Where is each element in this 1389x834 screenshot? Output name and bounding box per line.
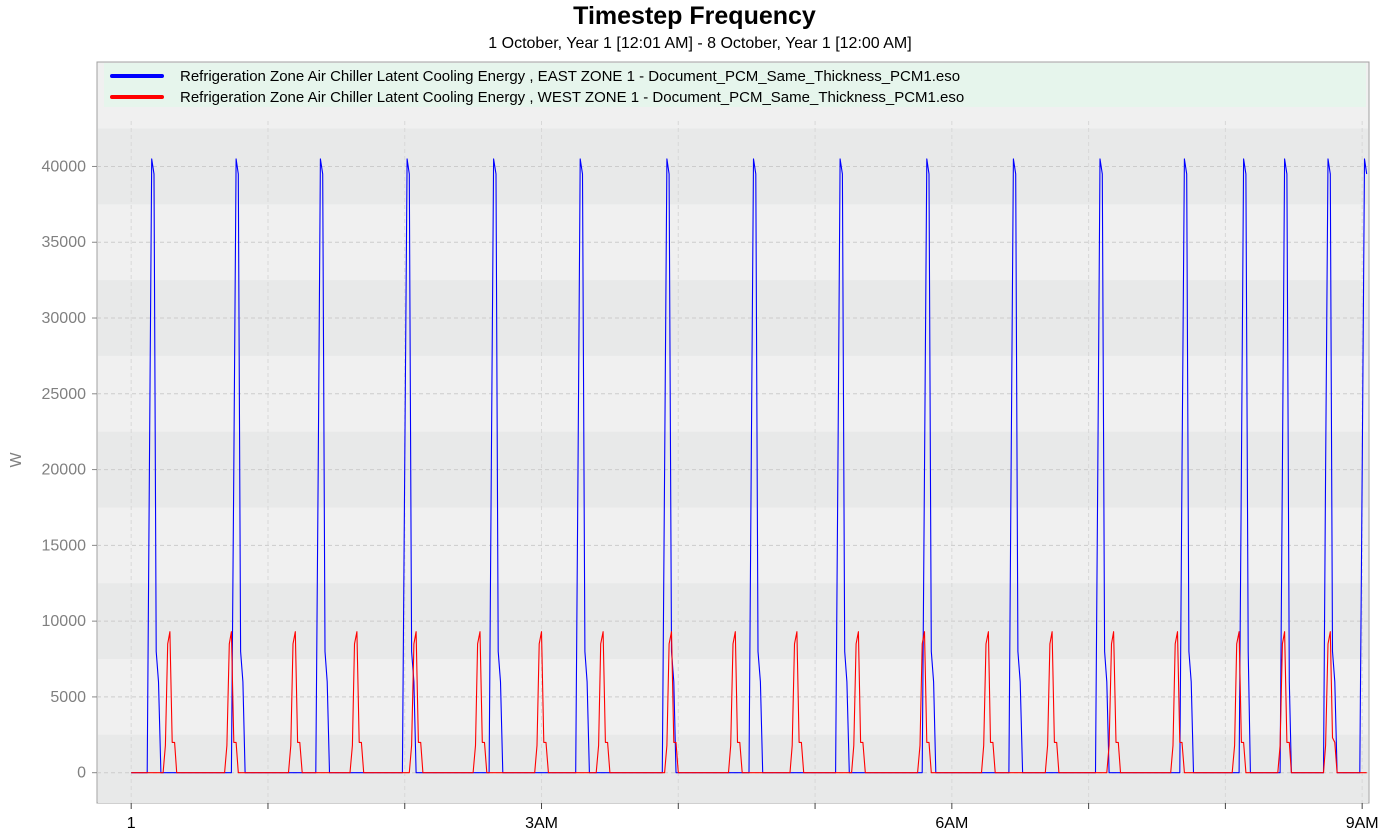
x-tick-label: 3AM <box>525 815 558 832</box>
x-tick-label: 1 <box>127 815 136 832</box>
x-tick-label: 9AM <box>1346 815 1379 832</box>
y-tick-label: 20000 <box>42 462 87 479</box>
y-tick-label: 15000 <box>42 537 87 554</box>
legend-label-2: Refrigeration Zone Air Chiller Latent Co… <box>180 89 964 106</box>
plot-band <box>98 734 1368 803</box>
chart-subtitle: 1 October, Year 1 [12:01 AM] - 8 October… <box>488 35 912 52</box>
series-layer <box>131 158 1368 774</box>
y-axis-label: W <box>8 452 25 468</box>
y-tick-label: 0 <box>77 765 86 782</box>
chart-title: Timestep Frequency <box>573 2 816 30</box>
y-tick-label: 35000 <box>42 234 87 251</box>
y-tick-label: 5000 <box>50 689 86 706</box>
legend-label-1: Refrigeration Zone Air Chiller Latent Co… <box>180 68 960 85</box>
legend: Refrigeration Zone Air Chiller Latent Co… <box>104 63 1366 107</box>
legend-box <box>104 63 1366 107</box>
axes: 0 5000 10000 15000 20000 25000 30000 35000 40000… <box>42 158 1379 832</box>
y-tick-label: 25000 <box>42 386 87 403</box>
y-tick-label: 10000 <box>42 613 87 630</box>
y-tick-label: 40000 <box>42 158 87 175</box>
x-tick-label: 6AM <box>935 815 968 832</box>
series-line-2 <box>131 631 1367 774</box>
y-tick-label: 30000 <box>42 310 87 327</box>
